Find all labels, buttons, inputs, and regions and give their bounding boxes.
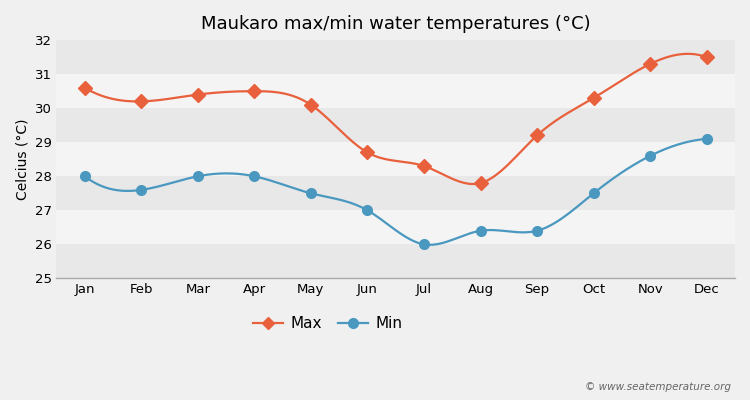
Bar — [56, 210, 735, 244]
Text: © www.seatemperature.org: © www.seatemperature.org — [585, 382, 731, 392]
Bar — [56, 108, 735, 142]
Bar — [56, 244, 735, 278]
Bar — [56, 142, 735, 176]
Bar — [56, 176, 735, 210]
Legend: Max, Min: Max, Min — [247, 310, 409, 338]
Title: Maukaro max/min water temperatures (°C): Maukaro max/min water temperatures (°C) — [201, 15, 590, 33]
Bar — [56, 40, 735, 74]
Y-axis label: Celcius (°C): Celcius (°C) — [15, 118, 29, 200]
Bar — [56, 74, 735, 108]
